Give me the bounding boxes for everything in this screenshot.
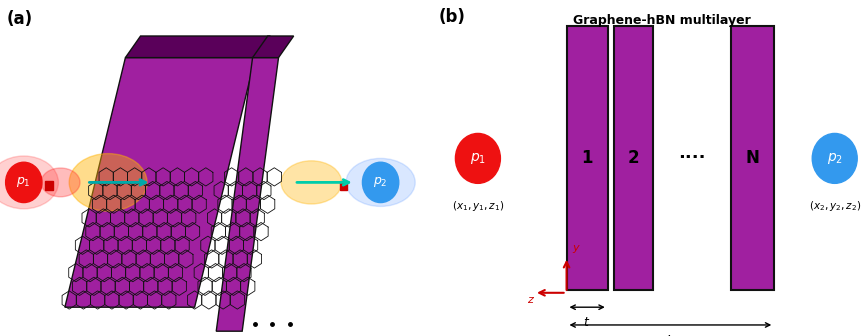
Ellipse shape bbox=[69, 154, 147, 211]
Text: $(x_2, y_2, z_2)$: $(x_2, y_2, z_2)$ bbox=[809, 199, 861, 213]
Circle shape bbox=[812, 133, 857, 183]
Circle shape bbox=[456, 133, 501, 183]
Polygon shape bbox=[125, 36, 270, 57]
Ellipse shape bbox=[346, 158, 415, 206]
Circle shape bbox=[6, 162, 42, 203]
Text: (a): (a) bbox=[7, 10, 33, 28]
Polygon shape bbox=[65, 57, 255, 307]
Text: $t$: $t$ bbox=[584, 316, 591, 329]
Text: $p_2$: $p_2$ bbox=[374, 175, 388, 190]
Text: $z$: $z$ bbox=[527, 295, 535, 305]
Text: $p_1$: $p_1$ bbox=[16, 175, 31, 190]
Text: 1: 1 bbox=[581, 150, 593, 167]
Text: $p_2$: $p_2$ bbox=[827, 151, 843, 166]
Bar bbox=[46, 181, 54, 190]
Text: $y$: $y$ bbox=[572, 243, 580, 255]
Text: Graphene-hBN multilayer: Graphene-hBN multilayer bbox=[573, 14, 751, 28]
Ellipse shape bbox=[41, 168, 80, 197]
Text: ····: ···· bbox=[678, 150, 706, 167]
Text: 2: 2 bbox=[628, 150, 639, 167]
Text: $h$: $h$ bbox=[665, 334, 676, 336]
Text: $p_1$: $p_1$ bbox=[470, 151, 486, 166]
Bar bbox=[614, 27, 653, 290]
Text: $(x_1, y_1, z_1)$: $(x_1, y_1, z_1)$ bbox=[452, 199, 504, 213]
Text: N: N bbox=[746, 150, 759, 167]
Bar bbox=[567, 27, 608, 290]
Text: (b): (b) bbox=[439, 8, 466, 26]
Polygon shape bbox=[216, 57, 279, 331]
Bar bbox=[731, 27, 774, 290]
Ellipse shape bbox=[281, 161, 342, 204]
Polygon shape bbox=[253, 36, 293, 57]
Bar bbox=[339, 181, 347, 190]
Ellipse shape bbox=[0, 156, 59, 209]
Circle shape bbox=[362, 162, 399, 203]
